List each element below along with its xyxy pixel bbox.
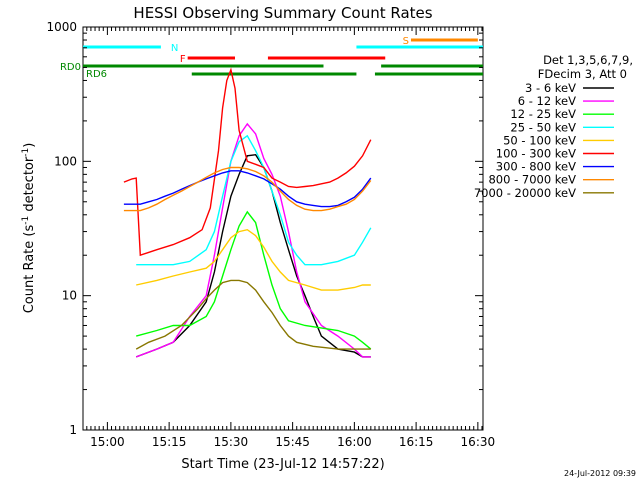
chart-title: HESSI Observing Summary Count Rates [133, 4, 432, 22]
flag-label-n: N [171, 43, 178, 54]
y-tick-label: 1000 [46, 20, 77, 34]
y-tick-label: 10 [62, 289, 77, 303]
x-tick-label: 15:15 [152, 435, 187, 449]
legend-item-label: 12 - 25 keV [510, 107, 576, 121]
y-tick-label: 100 [54, 154, 77, 168]
legend-item-label: 800 - 7000 keV [488, 173, 576, 187]
date-stamp: 24-Jul-2012 09:39 [564, 469, 636, 478]
series-line-4 [136, 134, 372, 266]
y-tick-label: 1 [69, 423, 77, 437]
legend-item-label: 300 - 800 keV [496, 160, 576, 174]
x-tick-label: 16:15 [399, 435, 434, 449]
legend-header-2: FDecim 3, Att 0 [538, 67, 627, 81]
series-line-7 [123, 170, 372, 208]
x-tick-label: 15:00 [90, 435, 125, 449]
legend-item-label: 25 - 50 keV [510, 120, 576, 134]
flag-label-rd6: RD6 [86, 69, 107, 80]
legend-item-label: 7000 - 20000 keV [474, 186, 576, 200]
legend-item-label: 100 - 300 keV [496, 147, 576, 161]
legend-item-label: 3 - 6 keV [525, 81, 576, 95]
plot-frame [82, 26, 484, 431]
series-line-6 [123, 67, 372, 257]
series-line-2 [135, 122, 371, 358]
x-axis-label: Start Time (23-Jul-12 14:57:22) [181, 457, 384, 472]
flag-label-f: F [180, 54, 186, 65]
flag-label-rd0: RD0 [60, 62, 81, 73]
legend-item-label: 6 - 12 keV [518, 94, 576, 108]
y-axis-label: Count Rate (s-1 detector-1) [21, 143, 37, 314]
series-line-3 [136, 210, 372, 350]
series-line-8 [123, 166, 372, 212]
legend-header-1: Det 1,3,5,6,7,9, [543, 53, 633, 67]
x-tick-label: 15:45 [275, 435, 310, 449]
x-tick-label: 15:30 [214, 435, 249, 449]
x-tick-label: 16:00 [337, 435, 372, 449]
legend: Det 1,3,5,6,7,9, FDecim 3, Att 0 3 - 6 k… [474, 53, 633, 200]
series-line-5 [136, 228, 371, 291]
legend-item-label: 50 - 100 keV [503, 133, 576, 147]
series-line-9 [135, 279, 371, 350]
flag-label-s: S [403, 36, 409, 47]
x-tick-label: 16:30 [461, 435, 496, 449]
